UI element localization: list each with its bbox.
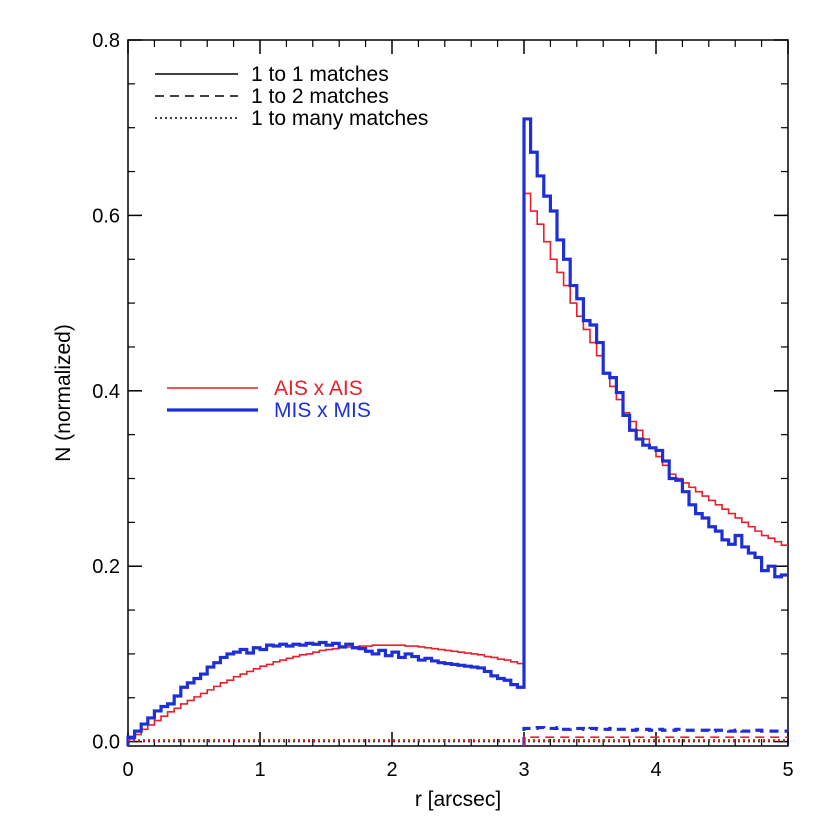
x-tick-label: 3: [518, 759, 529, 781]
plot-frame: [127, 39, 789, 747]
series-layer: [126, 117, 788, 746]
y-tick-label: 0.8: [92, 30, 120, 52]
series-mis-x-mis-1-to-2: [522, 725, 788, 746]
x-tick-label: 0: [122, 759, 133, 781]
y-tick-label: 0.6: [92, 205, 120, 227]
legend-linestyle-label: 1 to many matches: [251, 107, 428, 130]
y-tick-label: 0.4: [92, 381, 120, 403]
legend-series-label: AIS x AIS: [274, 377, 363, 400]
legend-linestyle-label: 1 to 2 matches: [251, 85, 389, 108]
series-ais-x-ais-1-to-2: [523, 736, 788, 746]
series-mis-x-mis-1-to-1: [126, 117, 788, 746]
legend-linestyle-label: 1 to 1 matches: [251, 63, 389, 86]
x-tick-label: 5: [782, 759, 793, 781]
series-ais-x-ais-1-to-1: [127, 192, 788, 746]
y-ticks: 0.0 0.2 0.4 0.6 0.8: [92, 30, 788, 754]
x-tick-label: 2: [386, 759, 397, 781]
y-tick-label: 0.2: [92, 556, 120, 578]
x-axis-label: r [arcsec]: [415, 788, 501, 811]
x-ticks: 0 1 2 3 4 5: [122, 40, 794, 781]
y-tick-label: 0.0: [92, 732, 120, 754]
legend-series-label: MIS x MIS: [274, 399, 371, 422]
x-tick-label: 1: [254, 759, 265, 781]
x-tick-label: 4: [650, 759, 661, 781]
y-axis-label: N (normalized): [52, 324, 75, 462]
